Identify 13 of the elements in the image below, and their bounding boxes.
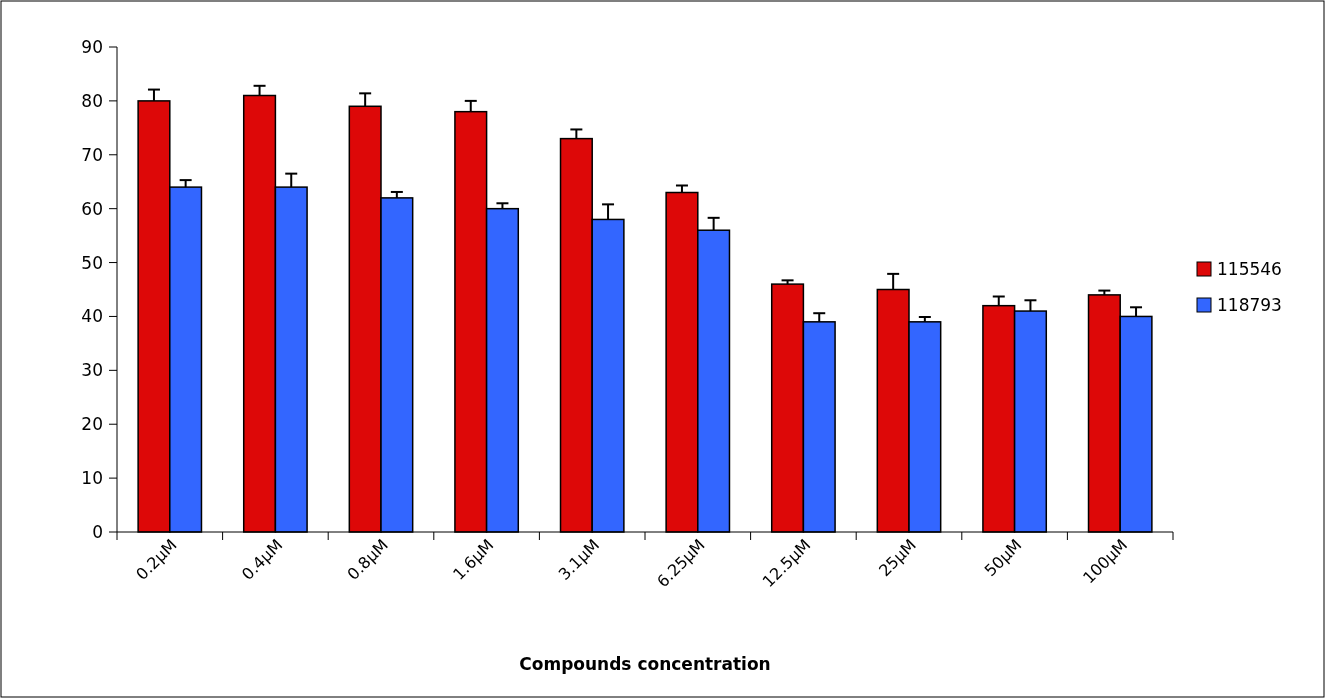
- y-tick-label: 0: [92, 521, 103, 542]
- y-tick-label: 80: [81, 90, 103, 111]
- legend-label: 118793: [1217, 294, 1282, 315]
- x-axis-title: Compounds concentration: [519, 654, 771, 674]
- y-tick-label: 90: [81, 36, 103, 57]
- legend-label: 115546: [1217, 258, 1282, 279]
- y-tick-label: 50: [81, 252, 103, 273]
- y-tick-label: 70: [81, 144, 103, 165]
- y-tick-label: 20: [81, 414, 103, 435]
- y-tick-label: 30: [81, 360, 103, 381]
- y-tick-label: 10: [81, 468, 103, 489]
- y-tick-label: 60: [81, 198, 103, 219]
- y-tick-label: 40: [81, 306, 103, 327]
